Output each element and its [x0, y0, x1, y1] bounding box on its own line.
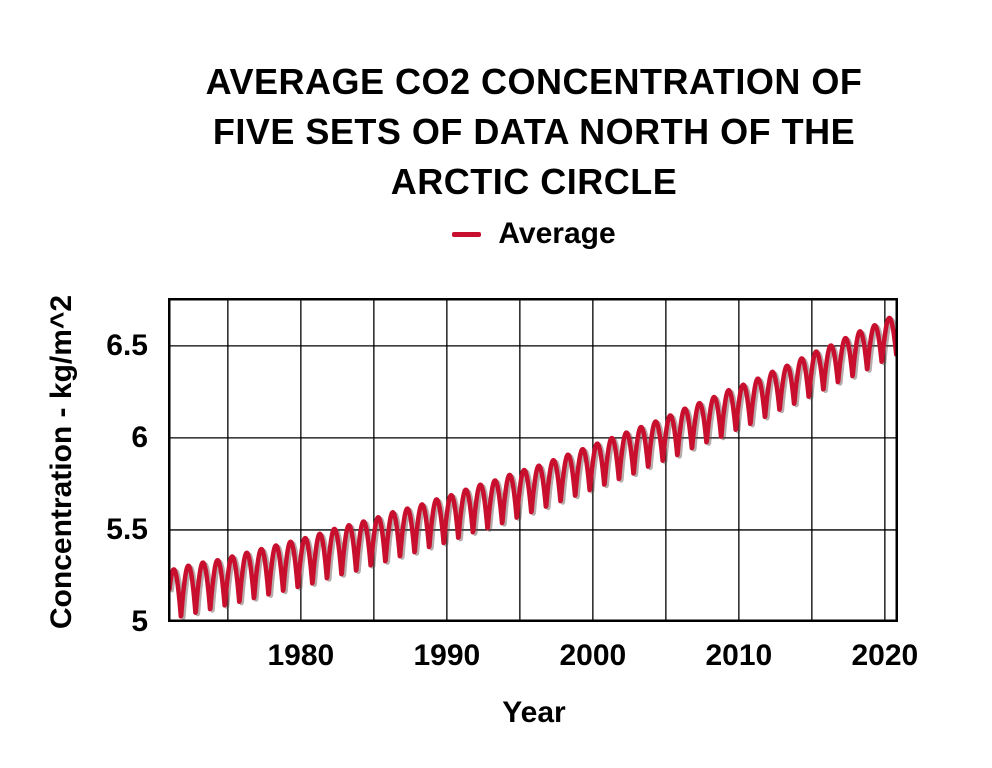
chart-title-line-3: ARCTIC CIRCLE [390, 161, 678, 202]
y-tick-label: 6.5 [106, 328, 148, 362]
x-axis-title: Year [502, 696, 566, 729]
gridlines [168, 298, 898, 622]
legend-series-label: Average [498, 217, 616, 250]
x-tick-label: 2020 [851, 639, 919, 672]
chart-title: AVERAGE CO2 CONCENTRATION OF FIVE SETS O… [74, 57, 992, 207]
plot-border [168, 298, 898, 622]
chart-title-line-2: FIVE SETS OF DATA NORTH OF THE [212, 111, 856, 152]
x-tick-label: 2010 [705, 639, 773, 672]
y-tick-label: 5 [131, 605, 148, 638]
x-tick-label: 1980 [267, 639, 335, 672]
x-tick-label: 1990 [413, 639, 481, 672]
y-axis-title: Concentration - kg/m^2 [45, 294, 78, 630]
legend: Average [74, 216, 992, 252]
y-tick-label: 6 [131, 420, 148, 454]
legend-line-swatch [452, 231, 482, 237]
x-tick-label: 2000 [559, 639, 627, 672]
average-series-line [168, 315, 898, 619]
y-tick-label: 5.5 [106, 512, 148, 546]
chart-title-line-1: AVERAGE CO2 CONCENTRATION OF [205, 61, 863, 102]
plot-area [168, 298, 898, 622]
